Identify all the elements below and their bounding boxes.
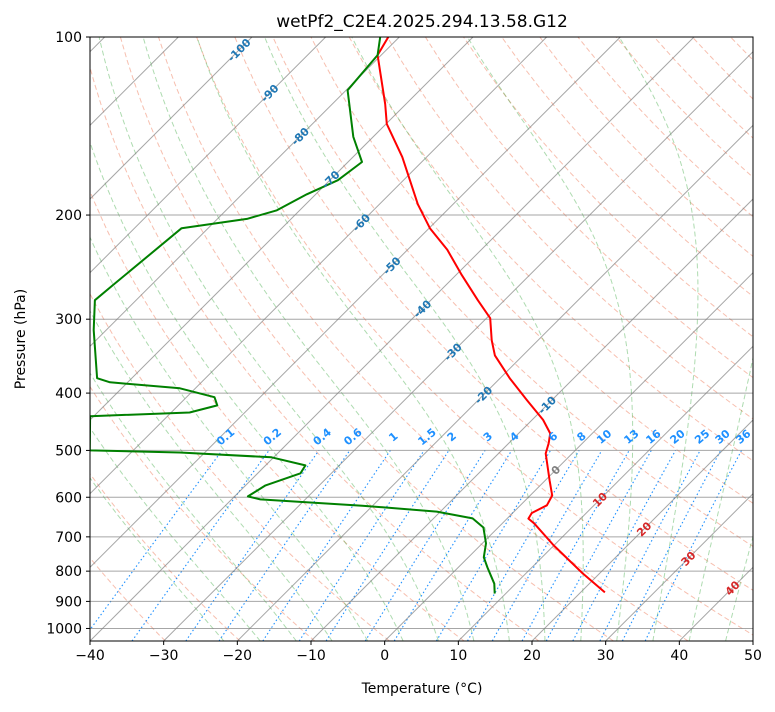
x-tick-label: −10 (296, 648, 326, 664)
y-axis-label: Pressure (hPa) (13, 289, 29, 389)
dry-adiabat (159, 37, 689, 641)
y-tick-label: 400 (55, 386, 82, 402)
dry-adiabat (769, 37, 775, 641)
mixing-ratio-label: 36 (733, 427, 753, 447)
x-tick-label: 40 (670, 648, 688, 664)
mixing-ratio-label: 3 (481, 429, 495, 444)
x-tick-label: −20 (223, 648, 253, 664)
x-tick-label: 10 (449, 648, 467, 664)
isotherm-label: -100 (225, 36, 254, 65)
moist-adiabat (0, 37, 224, 641)
y-tick-label: 300 (55, 312, 82, 328)
dry-adiabat (464, 37, 775, 641)
isotherm (16, 37, 620, 641)
isotherm (90, 37, 694, 641)
dry-adiabat (235, 37, 775, 641)
mixing-ratio-line (622, 450, 720, 641)
x-tick-label: 0 (380, 648, 389, 664)
chart-title: wetPf2_C2E4.2025.294.13.58.G12 (276, 12, 568, 32)
dry-adiabat (425, 37, 775, 641)
x-axis-label: Temperature (°C) (361, 681, 483, 697)
y-tick-label: 500 (55, 443, 82, 459)
isotherm (458, 37, 775, 641)
mixing-ratio-label: 0.2 (261, 426, 284, 448)
isotherm (753, 37, 775, 641)
dry-adiabat (387, 37, 775, 641)
y-tick-label: 800 (55, 564, 82, 580)
dry-adiabat (349, 37, 775, 641)
dry-adiabat (654, 37, 775, 641)
mixing-ratio-label: 16 (643, 427, 663, 447)
dry-adiabat (273, 37, 775, 641)
isotherm (164, 37, 768, 641)
isotherm (532, 37, 775, 641)
y-tick-label: 600 (55, 490, 82, 506)
mixing-ratio-label: 10 (594, 427, 614, 447)
mixing-ratio-label: 1 (386, 429, 400, 444)
mixing-ratio-label: 20 (668, 427, 688, 447)
isotherm-label: 0 (549, 463, 564, 478)
y-tick-label: 100 (55, 30, 82, 46)
x-tick-label: −40 (75, 648, 105, 664)
dry-adiabat (82, 37, 539, 641)
mixing-ratio-label: 2 (445, 429, 459, 444)
mixing-ratio-line (365, 450, 485, 641)
mixing-ratio-line (573, 450, 676, 641)
isotherm (0, 37, 326, 641)
y-tick-label: 900 (55, 594, 82, 610)
mixing-ratio-label: 1.5 (415, 426, 438, 448)
y-tick-label: 200 (55, 208, 82, 224)
moist-adiabat (0, 37, 260, 641)
isotherm (385, 37, 775, 641)
isotherm (0, 37, 399, 641)
x-tick-label: −30 (149, 648, 179, 664)
mixing-ratio-line (546, 450, 651, 641)
dry-adiabat (0, 37, 240, 641)
mixing-ratio-label: 0.6 (341, 425, 365, 448)
x-tick-label: 50 (744, 648, 762, 664)
mixing-ratio-label: 13 (621, 427, 641, 447)
isotherm (679, 37, 775, 641)
x-tick-label: 30 (597, 648, 615, 664)
mixing-ratio-label: 0.1 (214, 426, 237, 448)
mixing-ratio-label: 8 (574, 429, 588, 444)
mixing-ratio-label: 30 (713, 427, 733, 447)
moist-adiabat (3, 37, 332, 641)
mixing-ratio-line (82, 450, 222, 641)
y-tick-label: 700 (55, 530, 82, 546)
mixing-ratio-line (522, 450, 629, 641)
mixing-ratio-line (326, 450, 449, 641)
y-tick-label: 1000 (46, 621, 82, 637)
profiles (90, 37, 605, 594)
mixing-ratio-label: 0.4 (311, 425, 335, 448)
mixing-ratio-line (436, 450, 550, 641)
dry-adiabat (0, 37, 315, 641)
x-tick-label: 20 (523, 648, 541, 664)
isotherm (0, 37, 547, 641)
moist-adiabat (31, 37, 368, 641)
dry-adiabat (692, 37, 775, 641)
dry-adiabat (197, 37, 763, 641)
dry-adiabat (6, 37, 389, 641)
